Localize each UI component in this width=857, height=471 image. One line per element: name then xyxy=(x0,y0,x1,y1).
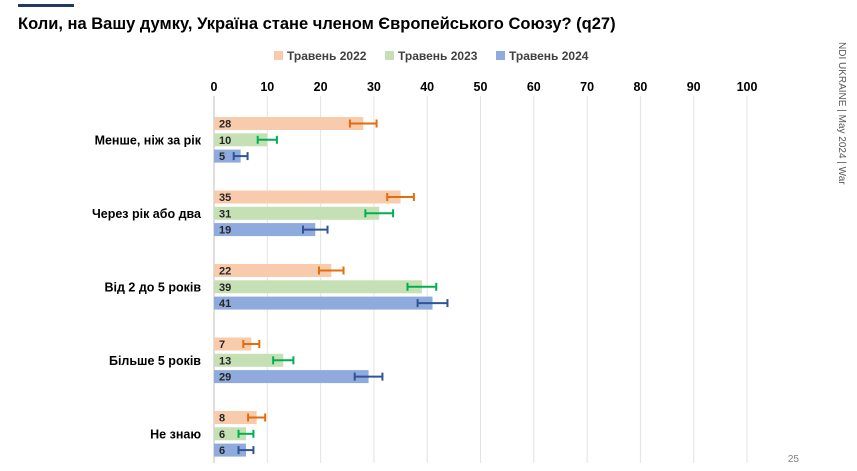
error-bar xyxy=(302,225,329,234)
data-label: 35 xyxy=(219,192,231,204)
data-label: 31 xyxy=(219,208,231,220)
tick-label: 20 xyxy=(314,80,328,94)
category-label: Через рік або два xyxy=(92,207,202,221)
category-labels: Менше, ніж за рік Через рік або два Від 2 … xyxy=(92,133,202,441)
data-label: 6 xyxy=(219,445,225,457)
data-label: 28 xyxy=(219,119,231,131)
tick-label: 80 xyxy=(633,80,647,94)
error-bar xyxy=(247,413,267,422)
category-label: Менше, ніж за рік xyxy=(95,133,202,147)
bar xyxy=(214,117,364,130)
axis-ticks: 0 10 20 30 40 50 60 70 80 90 100 xyxy=(211,80,758,94)
tick-label: 90 xyxy=(687,80,701,94)
data-label: 6 xyxy=(219,429,225,441)
page-title: Коли, на Вашу думку, Україна стане члено… xyxy=(18,15,616,33)
title-accent-bar xyxy=(18,4,74,7)
data-label: 5 xyxy=(219,151,225,163)
bar xyxy=(214,190,401,204)
error-bar xyxy=(348,119,378,128)
bar xyxy=(214,223,316,237)
legend-label: Травень 2022 xyxy=(287,49,367,63)
legend-swatch xyxy=(385,51,394,60)
tick-label: 40 xyxy=(420,80,434,94)
data-label: 19 xyxy=(219,225,231,237)
error-bar xyxy=(386,193,415,201)
data-label: 8 xyxy=(219,413,225,425)
data-label: 29 xyxy=(219,372,231,384)
tick-label: 70 xyxy=(580,80,594,94)
legend-swatch xyxy=(274,51,283,60)
bars: 28 10 5 35 31 19 22 39 41 7 13 29 8 6 6 xyxy=(214,117,449,457)
side-note: NDI UKRAINE | May 2024 | War xyxy=(836,42,847,185)
grid-lines xyxy=(213,96,748,463)
data-label: 22 xyxy=(219,266,231,278)
category-label: Не знаю xyxy=(150,427,201,441)
tick-label: 50 xyxy=(474,80,488,94)
error-bar xyxy=(364,209,395,218)
bar xyxy=(214,337,252,351)
bar xyxy=(214,411,257,424)
error-bar xyxy=(237,429,255,438)
legend-label: Травень 2023 xyxy=(398,49,478,63)
category-label: Більше 5 років xyxy=(109,354,201,368)
legend-swatch xyxy=(496,51,505,60)
bar xyxy=(214,206,380,220)
bar xyxy=(214,264,332,277)
tick-label: 100 xyxy=(737,80,758,94)
data-label: 10 xyxy=(219,135,231,147)
error-bar xyxy=(232,152,249,161)
tick-label: 0 xyxy=(211,80,218,94)
bar xyxy=(214,296,433,310)
tick-label: 30 xyxy=(367,80,381,94)
legend: Травень 2022 Травень 2023 Травень 2024 xyxy=(274,49,589,63)
data-label: 7 xyxy=(219,339,225,351)
page-number: 25 xyxy=(787,454,799,465)
error-bar xyxy=(318,266,345,275)
error-bar xyxy=(416,299,449,308)
bar xyxy=(214,370,369,384)
bar xyxy=(214,280,422,294)
error-bar xyxy=(272,356,295,365)
error-bar xyxy=(256,135,278,144)
legend-label: Травень 2024 xyxy=(509,49,589,63)
tick-label: 10 xyxy=(260,80,274,94)
error-bar xyxy=(237,446,255,455)
error-bar xyxy=(242,340,261,348)
bar xyxy=(214,133,268,147)
data-label: 39 xyxy=(219,282,231,294)
data-label: 13 xyxy=(219,355,231,367)
error-bar xyxy=(353,372,384,381)
tick-label: 60 xyxy=(527,80,541,94)
error-bar xyxy=(406,282,438,291)
bar xyxy=(214,353,284,367)
data-label: 41 xyxy=(219,298,231,310)
category-label: Від 2 до 5 років xyxy=(105,280,202,294)
